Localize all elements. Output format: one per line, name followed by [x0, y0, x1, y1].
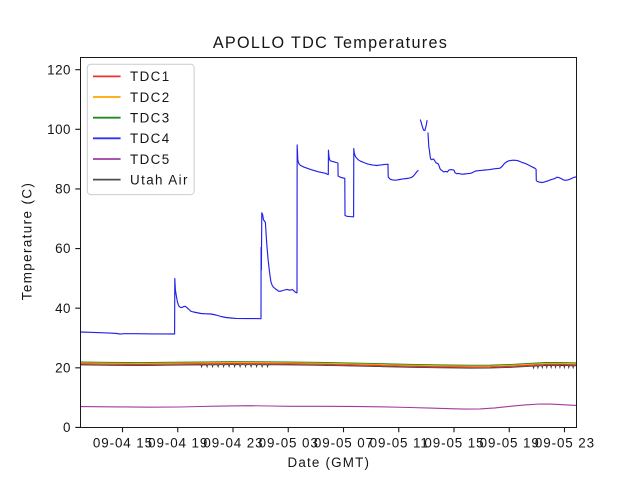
svg-text:TDC1: TDC1: [130, 69, 171, 84]
svg-text:Date (GMT): Date (GMT): [287, 455, 370, 470]
svg-text:TDC2: TDC2: [130, 90, 171, 105]
svg-text:Utah Air: Utah Air: [130, 172, 189, 187]
svg-text:09-05 19: 09-05 19: [480, 436, 540, 451]
svg-text:60: 60: [55, 241, 71, 256]
svg-text:0: 0: [63, 420, 71, 435]
svg-text:09-04 19: 09-04 19: [148, 436, 208, 451]
svg-text:09-05 15: 09-05 15: [424, 436, 484, 451]
svg-text:TDC3: TDC3: [130, 111, 171, 126]
svg-text:TDC4: TDC4: [130, 131, 171, 146]
svg-text:09-05 11: 09-05 11: [370, 436, 429, 451]
svg-text:Temperature (C): Temperature (C): [20, 182, 35, 300]
svg-text:09-05 07: 09-05 07: [314, 436, 374, 451]
svg-text:09-04 23: 09-04 23: [203, 436, 263, 451]
svg-text:40: 40: [55, 301, 71, 316]
svg-text:09-05 23: 09-05 23: [535, 436, 595, 451]
svg-text:20: 20: [55, 361, 71, 376]
svg-text:120: 120: [47, 62, 71, 77]
svg-text:100: 100: [47, 122, 71, 137]
svg-text:TDC5: TDC5: [130, 152, 171, 167]
svg-text:09-04 15: 09-04 15: [93, 436, 153, 451]
svg-text:80: 80: [55, 182, 71, 197]
svg-text:APOLLO TDC Temperatures: APOLLO TDC Temperatures: [213, 34, 448, 52]
svg-text:09-05 03: 09-05 03: [259, 436, 319, 451]
